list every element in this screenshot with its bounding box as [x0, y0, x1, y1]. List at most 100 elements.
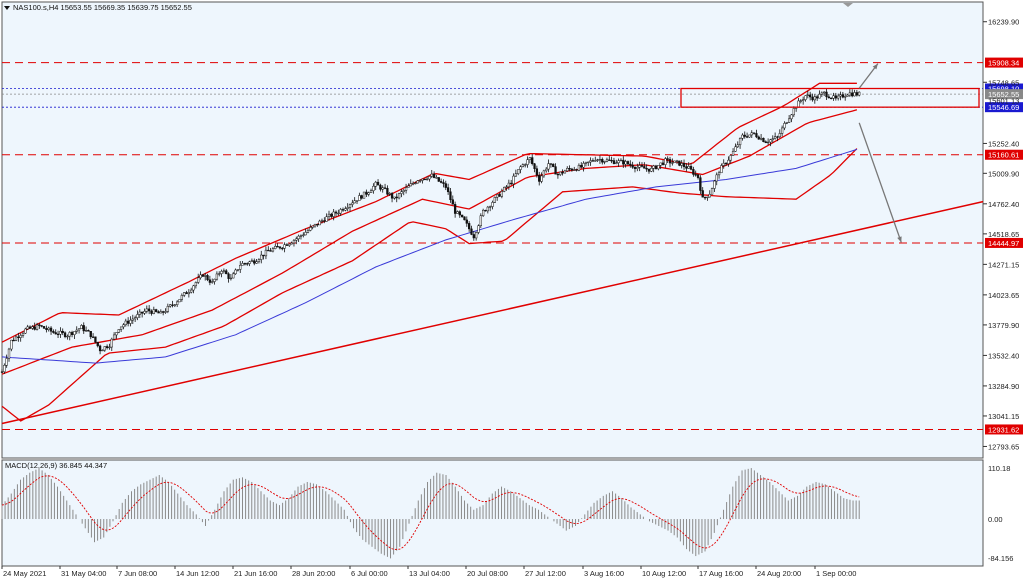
candle-body	[710, 188, 714, 195]
candle-body	[248, 261, 251, 264]
candle-body	[496, 194, 499, 198]
price-axis: 16239.90 15748.65 15252.40 15009.90 14762.40…	[983, 18, 1019, 451]
candle-body	[148, 308, 151, 312]
candle-body	[213, 278, 216, 282]
price-pane-background	[1, 1, 984, 459]
candle-body	[302, 234, 305, 236]
candle-body	[766, 141, 770, 144]
candle-body	[145, 308, 148, 312]
candle-body	[155, 309, 158, 312]
level-label-box	[985, 57, 1023, 68]
candle-body	[197, 277, 200, 283]
candle-body	[678, 160, 681, 166]
candle-body	[428, 176, 431, 180]
candle-body	[365, 191, 368, 195]
candle-body	[778, 133, 781, 138]
candle-body	[264, 249, 268, 257]
candle-body	[404, 187, 408, 191]
chart-header: NAS100.s,H4 15653.55 15669.35 15639.75 1…	[4, 3, 192, 12]
time-axis-label: 17 Aug 16:00	[699, 569, 743, 578]
candle-body	[636, 167, 639, 169]
time-axis-label: 21 Jun 16:00	[234, 569, 277, 578]
trendline-layer[interactable]	[1, 200, 984, 425]
candle-body	[402, 190, 405, 192]
candle-body	[49, 327, 53, 332]
candle-body	[367, 192, 370, 195]
candle-body	[823, 91, 826, 94]
level-label: 15160.61	[988, 151, 1019, 160]
price-axis-label: 15252.40	[988, 139, 1019, 148]
candle-body	[140, 311, 144, 314]
candle-body	[206, 275, 209, 281]
candle-body	[211, 281, 214, 283]
candle-body	[267, 249, 270, 252]
candle-body	[741, 134, 744, 139]
projection-arrow-head	[872, 63, 878, 70]
candle-body	[524, 164, 527, 166]
candle-body	[568, 168, 571, 170]
candle-body	[411, 183, 415, 185]
candle-body	[218, 273, 221, 275]
candle-body	[528, 157, 532, 160]
candle-body	[664, 158, 667, 165]
resistance-zone[interactable]	[680, 87, 980, 108]
candle-body	[351, 202, 354, 205]
level-label-box	[985, 237, 1023, 248]
candle-body	[131, 318, 134, 321]
time-axis-label: 28 Jun 20:00	[292, 569, 335, 578]
candle-body	[731, 151, 735, 156]
candle-body	[183, 292, 186, 296]
candle-body	[666, 158, 669, 160]
candle-body	[204, 275, 207, 277]
level-label: 12931.62	[988, 425, 1019, 434]
candle-body	[446, 187, 450, 193]
candle-body	[68, 332, 71, 337]
candle-body	[736, 144, 739, 148]
candle-body	[580, 165, 583, 168]
candle-body	[250, 260, 254, 262]
candle-body	[260, 254, 263, 260]
candle-body	[33, 326, 36, 330]
candle-body	[477, 225, 480, 233]
macd-indicator: MACD(12,26,9) 36.845 44.347 110.18 0.00 -84…	[1, 461, 1013, 563]
candle-body	[63, 332, 67, 337]
candle-body	[369, 190, 373, 193]
candle-body	[306, 230, 310, 233]
bollinger-lower-band	[1, 148, 858, 422]
candle-body	[423, 178, 426, 181]
candle-body	[124, 320, 127, 326]
candle-body	[66, 335, 69, 338]
candle-body	[809, 94, 812, 98]
zone-label: 15546.69	[988, 103, 1019, 112]
candle-body	[276, 246, 279, 248]
candle-body	[692, 169, 695, 175]
candle-body	[715, 174, 718, 182]
candle-body	[519, 166, 522, 170]
candle-body	[575, 169, 578, 171]
candle-body	[844, 96, 847, 98]
candle-body	[654, 165, 658, 170]
candle-body	[325, 216, 328, 222]
candle-body	[185, 292, 188, 295]
dropdown-triangle-icon[interactable]	[4, 6, 10, 10]
candle-body	[236, 269, 240, 271]
candle-body	[643, 166, 646, 169]
price-axis-label: 13779.90	[988, 321, 1019, 330]
level-label-box	[985, 424, 1023, 435]
candle-body	[416, 180, 419, 184]
candle-body	[7, 348, 11, 359]
time-axis-label: 20 Jul 08:00	[467, 569, 508, 578]
macd-axis-label: 110.18	[988, 464, 1010, 473]
candle-body	[816, 96, 819, 99]
candle-body	[35, 324, 39, 330]
candle-body	[633, 167, 637, 169]
candle-body	[320, 220, 324, 222]
candle-body	[804, 95, 807, 100]
candle-body	[755, 133, 758, 138]
candle-body	[133, 317, 137, 320]
candle-body	[110, 338, 113, 348]
candle-body	[507, 182, 511, 188]
candle-body	[757, 136, 760, 140]
